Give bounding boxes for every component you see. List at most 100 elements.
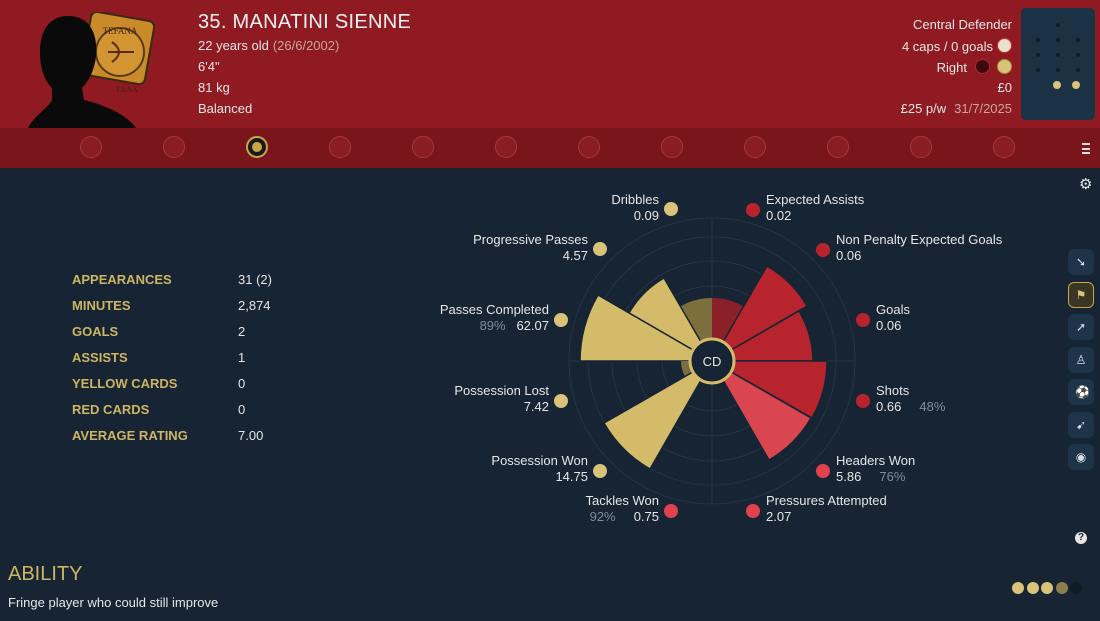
player-caps-row: 4 caps / 0 goals [902,38,1012,54]
running-player-icon-glyph: ➚ [1075,320,1087,334]
metric-label-goals: Goals 0.06 [876,302,910,334]
pitch-dot [1056,68,1060,72]
menu-icon[interactable] [1082,143,1090,154]
ability-dot [1070,582,1082,594]
target-icon[interactable] [910,136,932,158]
defender-icon-glyph: ⚑ [1075,287,1087,302]
wedge-npxg [709,264,809,364]
player-caps: 4 caps / 0 goals [901,39,993,54]
wave-icon[interactable] [827,136,849,158]
running-player-icon[interactable]: ➚ [1068,314,1094,340]
pitch-dot-active [1053,81,1061,89]
position-pitch[interactable] [1021,8,1095,120]
ability-dot [1041,582,1053,594]
striker-icon[interactable]: ➹ [1068,411,1094,438]
eye-icon[interactable] [412,136,434,158]
metric-value: 2.07 [766,509,792,524]
metric-dot-goals[interactable] [856,313,870,327]
metric-dot-shots[interactable] [856,394,870,408]
metric-percentile: 48% [919,399,946,414]
metric-dot-npxg[interactable] [816,243,830,257]
standing-player-icon[interactable]: ♙ [1068,346,1094,373]
ability-dot [1012,582,1024,594]
metric-label-expected-assists: Expected Assists 0.02 [766,192,864,224]
metric-name: Dribbles [611,192,659,207]
pitch-dot [1076,53,1080,57]
radar-center-label: CD [703,354,722,369]
metric-dot-passes-completed[interactable] [554,313,568,327]
player-foot: Right [936,60,967,75]
metric-dot-possession-won[interactable] [593,464,607,478]
chess-knight-icon[interactable] [744,136,766,158]
stat-row: YELLOW CARDS 0 [72,376,282,396]
stat-row: APPEARANCES 31 (2) [72,272,282,292]
metric-value: 0.02 [766,208,792,223]
stat-row: ASSISTS 1 [72,350,282,370]
metric-dot-dribbles[interactable] [664,202,678,216]
metric-name: Goals [876,302,910,317]
metric-dot-possession-lost[interactable] [554,394,568,408]
helmet-icon[interactable] [578,136,600,158]
metric-label-passes-completed: Passes Completed 89% 62.07 [424,302,549,334]
stat-label: APPEARANCES [72,272,172,287]
pitch-dot [1056,53,1060,57]
metric-dot-tackles-won[interactable] [664,504,678,518]
pitch-dot [1056,38,1060,42]
metric-dot-progressive-passes[interactable] [593,242,607,256]
gear-icon[interactable]: ⚙ [1079,176,1093,193]
player-foot-row: Right [937,59,1012,75]
pitch-dot [1076,68,1080,72]
metric-name: Passes Completed [439,302,549,317]
pitch-dot-active [1072,81,1080,89]
stat-row: RED CARDS 0 [72,402,282,422]
stat-label: YELLOW CARDS [72,376,178,391]
ability-dot [1055,582,1068,594]
metric-label-tackles-won: Tackles Won 92% 0.75 [559,493,659,525]
left-foot-icon [975,59,990,74]
hammer-sickle-icon[interactable] [329,136,351,158]
player-position: Central Defender [913,17,1012,32]
metric-label-possession-won: Possession Won 14.75 [464,453,588,485]
metric-label-dribbles: Dribbles 0.09 [599,192,659,224]
stat-label: AVERAGE RATING [72,428,188,443]
help-icon[interactable]: ? [1075,532,1087,544]
metric-dot-pressures-attempted[interactable] [746,504,760,518]
goalkeeper-icon[interactable]: ◉ [1068,444,1094,470]
stat-row: GOALS 2 [72,324,282,344]
sun-icon[interactable] [661,136,683,158]
player-contract-end: 31/7/2025 [954,101,1012,116]
metric-label-npxg: Non Penalty Expected Goals 0.06 [836,232,1002,264]
stat-label: MINUTES [72,298,131,313]
pitch-dot [1036,38,1040,42]
metric-value: 5.86 [836,469,862,484]
metric-dot-headers-won[interactable] [816,464,830,478]
metric-name: Headers Won [836,453,916,468]
mask-icon[interactable] [993,136,1015,158]
feather-icon[interactable] [495,136,517,158]
metric-label-possession-lost: Possession Lost 7.42 [429,383,549,415]
club-crest-icon[interactable] [246,136,268,158]
stat-label: ASSISTS [72,350,128,365]
performance-radar: CD [568,217,856,505]
player-dob: (26/6/2002) [272,38,340,53]
kicking-player-icon[interactable]: ⚽ [1068,379,1094,405]
metric-dot-expected-assists[interactable] [746,203,760,217]
ability-description: Fringe player who could still improve [8,595,219,610]
pitch-dot [1076,38,1080,42]
club-crest: TEFANA FAAA [80,12,156,94]
defender-icon[interactable]: ⚑ [1068,281,1094,308]
stat-value: 2,874 [238,298,271,313]
board-icon[interactable] [163,136,185,158]
ability-title: ABILITY [8,563,83,585]
player-silhouette: TEFANA FAAA [28,12,156,128]
stat-row: AVERAGE RATING 7.00 [72,428,282,448]
metric-value: 4.57 [562,248,588,263]
anchor-icon[interactable] [80,136,102,158]
metric-label-progressive-passes: Progressive Passes 4.57 [464,232,588,264]
wedge-headers-won [709,358,813,462]
metric-name: Pressures Attempted [766,493,887,508]
metric-name: Shots [876,383,910,398]
metric-name: Non Penalty Expected Goals [836,232,1003,247]
metric-percentile: 76% [879,469,906,484]
sliding-tackle-icon[interactable]: ➘ [1068,249,1094,275]
